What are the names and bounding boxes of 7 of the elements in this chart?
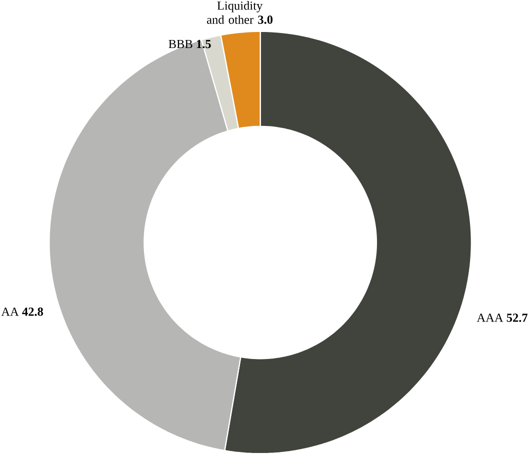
data-label: 52.7 [506, 314, 528, 322]
slice-label: BBB [168, 40, 192, 48]
slice-label: AA [1, 308, 19, 316]
data-label: 42.8 [22, 307, 44, 316]
data-label: 3.0 [258, 15, 273, 24]
data-label: 1.5 [196, 40, 211, 48]
slice-label: AAA [476, 314, 504, 322]
